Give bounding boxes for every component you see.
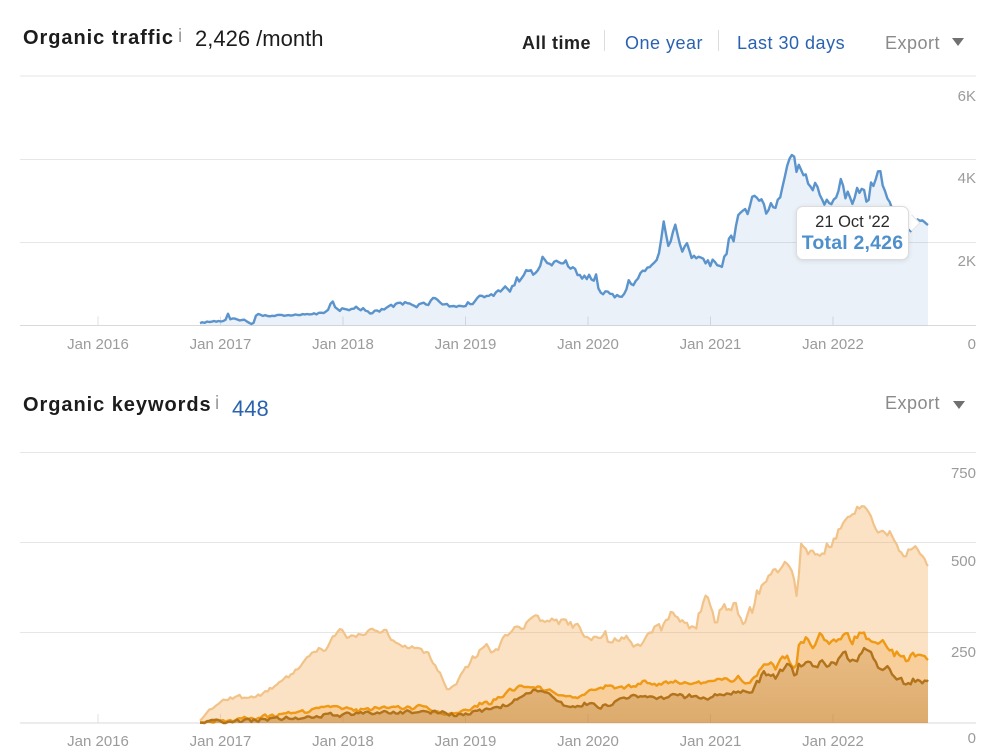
svg-text:2K: 2K [958,253,976,270]
svg-text:750: 750 [951,465,976,482]
svg-text:0: 0 [968,336,976,353]
svg-text:500: 500 [951,553,976,570]
svg-text:Jan 2020: Jan 2020 [557,733,619,750]
svg-text:Jan 2021: Jan 2021 [680,336,742,353]
svg-text:Jan 2018: Jan 2018 [312,733,374,750]
svg-text:Jan 2019: Jan 2019 [435,733,497,750]
svg-text:Jan 2016: Jan 2016 [67,336,129,353]
svg-text:6K: 6K [958,88,976,105]
svg-text:0: 0 [968,730,976,747]
svg-text:Jan 2022: Jan 2022 [802,336,864,353]
svg-text:Jan 2019: Jan 2019 [435,336,497,353]
svg-text:Jan 2017: Jan 2017 [190,733,252,750]
svg-text:Jan 2021: Jan 2021 [680,733,742,750]
svg-text:Jan 2016: Jan 2016 [67,733,129,750]
svg-text:Jan 2018: Jan 2018 [312,336,374,353]
svg-text:Jan 2017: Jan 2017 [190,336,252,353]
svg-text:Jan 2020: Jan 2020 [557,336,619,353]
svg-text:4K: 4K [958,170,976,187]
svg-text:Jan 2022: Jan 2022 [802,733,864,750]
svg-text:250: 250 [951,644,976,661]
